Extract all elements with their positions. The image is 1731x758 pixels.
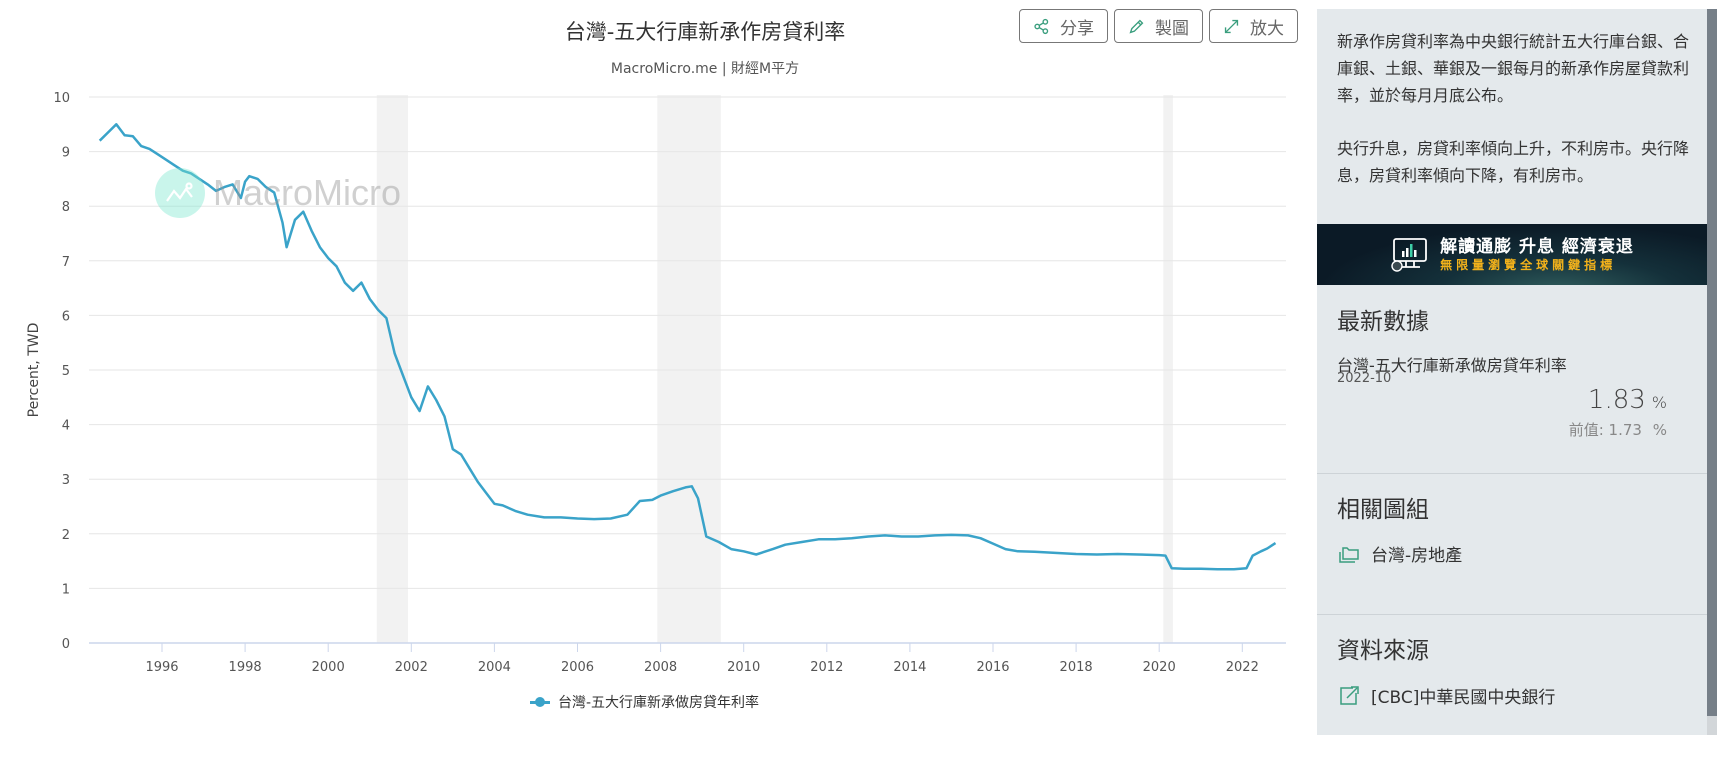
recession-bands xyxy=(376,95,1173,643)
recession-band xyxy=(1163,95,1173,643)
previous-label: 前值: xyxy=(1568,421,1604,439)
expand-arrows-icon xyxy=(1224,19,1239,33)
latest-data-title: 最新數據 xyxy=(1337,309,1429,335)
recession-band xyxy=(376,95,408,643)
latest-value-unit: % xyxy=(1651,393,1667,412)
chart-title: 台灣-五大行庫新承作房貸利率 xyxy=(564,20,846,44)
data-source-title: 資料來源 xyxy=(1337,638,1429,664)
y-axis-label: Percent, TWD xyxy=(26,323,42,418)
y-axis-ticks: 0 1 2 3 4 5 6 7 8 9 10 xyxy=(53,91,70,652)
x-tick-label: 1996 xyxy=(145,660,178,675)
share-button[interactable]: 分享 xyxy=(1019,9,1108,43)
y-tick-label: 1 xyxy=(62,582,70,597)
sidebar-scrollbar[interactable] xyxy=(1707,9,1717,735)
previous-unit: % xyxy=(1652,421,1667,439)
x-tick-label: 2018 xyxy=(1060,660,1093,675)
sidebar: 新承作房貸利率為中央銀行統計五大行庫台銀、合庫銀、土銀、華銀及一銀每月的新承作房… xyxy=(1317,9,1707,735)
y-tick-label: 5 xyxy=(62,364,70,379)
latest-value: 1.83% xyxy=(1588,385,1667,415)
divider xyxy=(1317,473,1707,474)
latest-value-number: 1.83 xyxy=(1587,385,1646,415)
chart-subtitle: MacroMicro.me | 財經M平方 xyxy=(610,61,800,77)
x-tick-label: 2008 xyxy=(644,660,677,675)
related-groups-title: 相關圖組 xyxy=(1337,497,1429,523)
y-tick-label: 9 xyxy=(62,146,70,161)
source-link-cbc[interactable]: [CBC]中華民國中央銀行 xyxy=(1337,683,1555,708)
related-link-taiwan-real-estate[interactable]: 台灣-房地產 xyxy=(1337,541,1462,566)
x-tick-label: 2006 xyxy=(561,660,594,675)
legend-item[interactable]: 台灣-五大行庫新承做房貸年利率 xyxy=(530,692,759,712)
description-paragraph: 新承作房貸利率為中央銀行統計五大行庫台銀、合庫銀、土銀、華銀及一銀每月的新承作房… xyxy=(1337,32,1690,105)
y-tick-label: 6 xyxy=(62,309,70,324)
external-link-icon xyxy=(1340,685,1359,705)
recession-band xyxy=(657,95,721,643)
x-tick-label: 2022 xyxy=(1226,660,1259,675)
banner-subline: 無限量瀏覽全球關鍵指標 xyxy=(1440,257,1617,272)
legend-line-marker-icon xyxy=(530,696,550,708)
y-tick-label: 10 xyxy=(53,91,70,106)
x-tick-label: 2004 xyxy=(478,660,511,675)
legend-label: 台灣-五大行庫新承做房貸年利率 xyxy=(558,695,760,711)
source-link-label: [CBC]中華民國中央銀行 xyxy=(1371,688,1556,708)
draw-label: 製圖 xyxy=(1155,18,1189,39)
divider xyxy=(1317,614,1707,615)
x-tick-label: 2012 xyxy=(810,660,843,675)
description: 新承作房貸利率為中央銀行統計五大行庫台銀、合庫銀、土銀、華銀及一銀每月的新承作房… xyxy=(1337,28,1697,189)
x-tick-label: 2020 xyxy=(1143,660,1176,675)
series-line[interactable] xyxy=(98,123,1277,571)
related-link-label: 台灣-房地產 xyxy=(1371,546,1463,566)
x-axis-ticks: 1996 1998 2000 2002 2004 2006 2008 2010 2012 2014… xyxy=(145,643,1259,675)
previous-value: 前值: 1.73 % xyxy=(1569,419,1667,440)
y-tick-label: 7 xyxy=(62,255,70,270)
scrollbar-thumb[interactable] xyxy=(1707,9,1717,716)
line-chart[interactable]: 0 1 2 3 4 5 6 7 8 9 10 1996 1998 2000 2002 2004 2006 200… xyxy=(0,0,1310,690)
gridlines xyxy=(89,96,1286,644)
x-tick-label: 2016 xyxy=(976,660,1009,675)
x-tick-label: 1998 xyxy=(229,660,262,675)
expand-button[interactable]: 放大 xyxy=(1209,9,1298,43)
share-icon xyxy=(1034,18,1049,34)
y-tick-label: 3 xyxy=(62,473,70,488)
x-tick-label: 2002 xyxy=(395,660,428,675)
pencil-icon xyxy=(1129,19,1144,34)
x-tick-label: 2010 xyxy=(727,660,760,675)
description-paragraph: 央行升息，房貸利率傾向上升，不利房市。央行降息，房貸利率傾向下降，有利房市。 xyxy=(1337,139,1690,185)
x-tick-label: 2000 xyxy=(312,660,345,675)
promo-banner[interactable]: 解讀通膨 升息 經濟衰退 無限量瀏覽全球關鍵指標 xyxy=(1317,224,1707,285)
x-tick-label: 2014 xyxy=(893,660,926,675)
y-tick-label: 2 xyxy=(62,528,70,543)
y-tick-label: 0 xyxy=(62,637,70,652)
y-tick-label: 4 xyxy=(62,419,70,434)
folder-icon xyxy=(1339,546,1359,563)
latest-series-name: 台灣-五大行庫新承做房貸年利率 xyxy=(1337,356,1567,375)
monitor-chart-icon xyxy=(1390,237,1430,273)
expand-label: 放大 xyxy=(1250,18,1284,39)
banner-headline: 解讀通膨 升息 經濟衰退 xyxy=(1440,236,1634,257)
previous-number: 1.73 xyxy=(1608,421,1642,439)
draw-chart-button[interactable]: 製圖 xyxy=(1114,9,1203,43)
share-label: 分享 xyxy=(1060,18,1094,39)
latest-date: 2022-10 xyxy=(1337,371,1392,386)
y-tick-label: 8 xyxy=(62,200,70,215)
